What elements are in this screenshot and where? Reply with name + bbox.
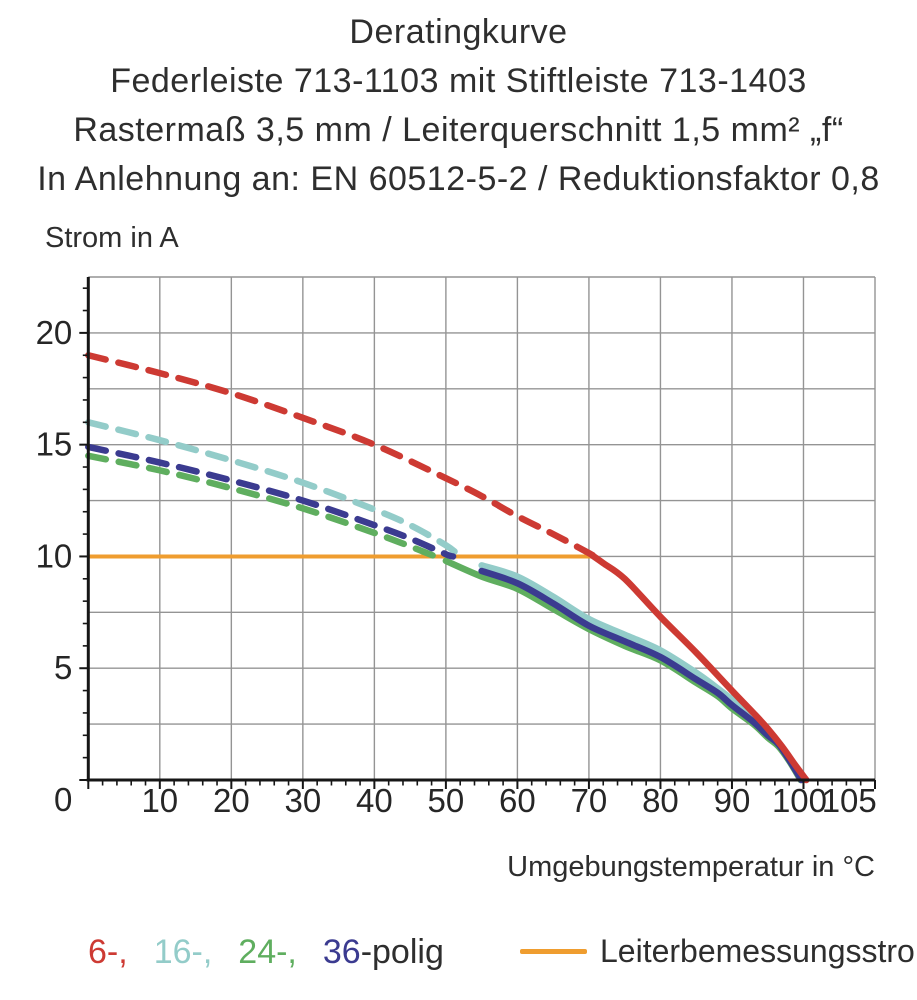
legend-item-6polig: 6-, [88,933,128,971]
svg-text:20: 20 [213,782,250,819]
y-tick-labels: 0 5 10 15 20 [36,314,73,818]
series-36-polig [85,443,805,784]
legend-item-polig-suffix: -polig [360,933,444,971]
axes [86,277,875,782]
svg-text:100: 100 [772,782,827,819]
svg-text:10: 10 [36,537,73,574]
legend-item-36polig-number: 36 [322,933,361,971]
chart-title-line-1: Deratingkurve [349,13,568,51]
chart-title-line-2: Federleiste 713-1103 mit Stiftleiste 713… [110,62,807,100]
svg-text:50: 50 [428,782,465,819]
legend-item-36polig: 36-polig [323,933,444,972]
reference-line-swatch [520,949,587,954]
svg-text:60: 60 [499,782,536,819]
series-6-polig [85,351,810,784]
svg-text:0: 0 [54,781,72,818]
svg-text:80: 80 [642,782,679,819]
axis-ticks [79,287,876,789]
svg-text:10: 10 [141,782,178,819]
svg-text:5: 5 [54,649,72,686]
grid-lines [88,276,876,780]
chart-title-line-3: Rastermaß 3,5 mm / Leiterquerschnitt 1,5… [73,111,844,149]
chart-title-block: Deratingkurve Federleiste 713-1103 mit S… [0,8,917,204]
series-24-polig [85,452,804,784]
legend-item-24polig: 24-, [238,933,297,971]
svg-text:105: 105 [822,782,877,819]
svg-text:30: 30 [284,782,321,819]
svg-text:90: 90 [714,782,751,819]
svg-text:20: 20 [36,314,73,351]
legend-pole-counts: 6-, 16-, 24-, 36-polig [88,933,444,972]
reference-line-label: Leiterbemessungsstrom [600,933,917,969]
x-axis-title: Umgebungstemperatur in °C [507,851,875,883]
y-axis-title: Strom in A [45,222,179,254]
legend-item-16polig: 16-, [153,933,213,971]
chart-title-line-4: In Anlehnung an: EN 60512-5-2 / Reduktio… [37,160,880,198]
svg-text:40: 40 [356,782,393,819]
svg-text:70: 70 [571,782,608,819]
legend-reference-line: Leiterbemessungsstrom [520,933,917,970]
svg-text:15: 15 [36,426,73,463]
